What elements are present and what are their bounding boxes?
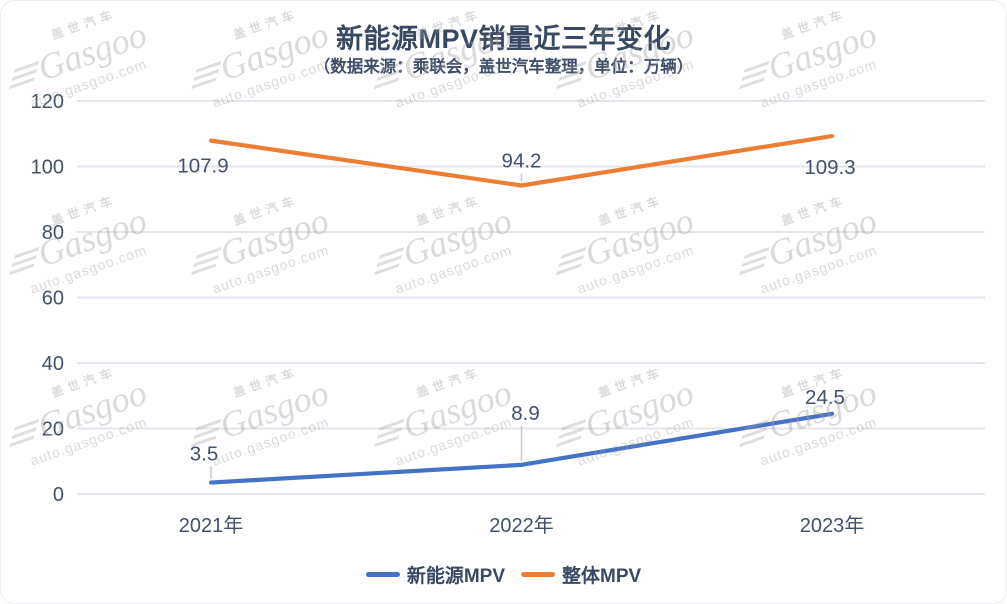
legend-label: 新能源MPV <box>406 566 505 587</box>
legend-label: 整体MPV <box>562 566 642 587</box>
data-point-label: 24.5 <box>805 386 845 409</box>
y-tick-label: 20 <box>42 419 64 441</box>
series-line-1 <box>208 133 835 188</box>
y-tick-label: 60 <box>42 288 64 310</box>
y-tick-label: 100 <box>31 157 64 179</box>
chart-title: 新能源MPV销量近三年变化 <box>335 24 671 54</box>
x-tick-label: 2021年 <box>179 514 244 537</box>
chart-subtitle: （数据来源：乘联会，盖世汽车整理，单位：万辆） <box>313 58 694 76</box>
data-point-label: 8.9 <box>511 402 540 425</box>
legend-swatch-icon <box>365 571 400 578</box>
y-tick-label: 80 <box>42 222 64 244</box>
data-point-label: 109.3 <box>804 156 855 179</box>
x-tick-label: 2022年 <box>489 514 554 537</box>
y-tick-label: 40 <box>42 353 64 375</box>
data-point-label: 3.5 <box>190 443 219 466</box>
y-tick-label: 0 <box>53 484 64 506</box>
legend-swatch-icon <box>521 571 555 578</box>
data-point-label: 107.9 <box>177 155 228 178</box>
x-tick-label: 2023年 <box>800 514 865 537</box>
series-line-0 <box>208 411 835 485</box>
chart-legend: 新能源MPV 整体MPV <box>1 561 1006 588</box>
legend-item-0: 新能源MPV <box>365 561 505 588</box>
y-tick-label: 120 <box>31 91 64 113</box>
data-point-label: 94.2 <box>502 149 542 172</box>
legend-item-1: 整体MPV <box>521 561 641 588</box>
